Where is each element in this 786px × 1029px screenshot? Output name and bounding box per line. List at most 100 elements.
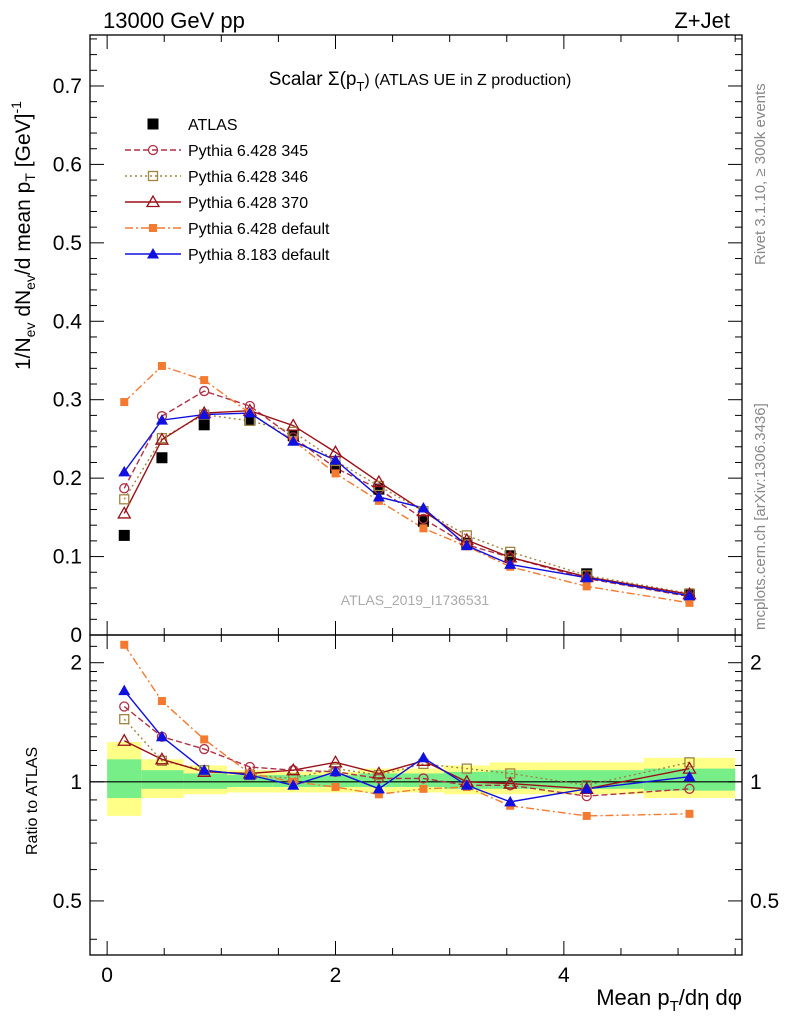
ratio-ytick-label-left-0: 0.5 — [53, 890, 82, 913]
main-ytick-label-3: 0.3 — [53, 389, 82, 412]
legend-marker-p370 — [145, 194, 161, 208]
main-point-atlas-7 — [417, 515, 429, 527]
ratio-point-p370-0 — [117, 733, 132, 746]
xtick-label-1: 2 — [330, 964, 342, 987]
main-point-p6def-5 — [331, 469, 340, 478]
main-point-p345-2 — [199, 385, 210, 397]
ratio-point-p8def-11 — [683, 770, 696, 782]
ratio-point-p6def-5 — [331, 783, 340, 792]
ratio-point-p6def-7 — [419, 784, 428, 793]
legend-marker-p8def — [147, 248, 159, 259]
ratio-point-p370-6 — [371, 766, 387, 779]
ratio-line-p370 — [123, 740, 690, 790]
process-label: Z+Jet — [674, 8, 730, 33]
energy-label: 13000 GeV pp — [103, 8, 245, 33]
legend-marker-atlas — [147, 118, 159, 130]
main-point-p8def-2 — [198, 408, 211, 420]
x-axis-title: Mean pT/dη dφ — [596, 985, 742, 1015]
main-point-p6def-11 — [685, 598, 694, 607]
ratio-point-p8def-7 — [417, 751, 430, 763]
main-point-p8def-4 — [287, 435, 300, 446]
main-point-p8def-11 — [683, 589, 696, 601]
main-point-p8def-3 — [243, 407, 256, 418]
main-ytick-label-7: 0.7 — [53, 75, 82, 98]
legend-label-p345: Pythia 6.428 345 — [188, 143, 308, 160]
legend: ATLAS Pythia 6.428 345 Pythia 6.428 346 Pyt… — [125, 117, 330, 264]
ratio-point-p6def-10 — [582, 811, 591, 820]
ratio-point-p346-0 — [119, 714, 130, 725]
main-point-p370-1 — [154, 432, 170, 445]
ratio-uncertainty-bands — [90, 742, 742, 816]
ratio-point-p8def-1 — [155, 730, 168, 742]
main-point-p6def-0 — [120, 398, 129, 407]
series-markers — [117, 361, 697, 820]
ratio-point-p6def-1 — [157, 697, 166, 706]
legend-label-p370: Pythia 6.428 370 — [188, 195, 308, 212]
ratio-y-axis-title: Ratio to ATLAS — [24, 747, 41, 855]
ratio-point-p346-8 — [461, 763, 472, 774]
ratio-point-p8def-0 — [118, 684, 131, 696]
ratio-point-p370-1 — [154, 751, 170, 765]
main-line-p370 — [123, 409, 690, 595]
main-title: Scalar Σ(pT) (ATLAS UE in Z production) — [269, 69, 572, 94]
ratio-ytick-label-right-1: 1 — [750, 771, 762, 794]
rivet-label: Rivet 3.1.10, ≥ 300k events — [752, 83, 769, 265]
main-y-axis-title: 1/Nev dNev/d mean pT [GeV]-1 — [8, 101, 38, 370]
ratio-point-p345-2 — [199, 743, 210, 755]
ratio-point-p370-4 — [286, 762, 301, 776]
xtick-label-0: 0 — [101, 964, 113, 987]
legend-marker-p345 — [147, 144, 159, 156]
main-point-p8def-1 — [155, 414, 168, 425]
main-ytick-label-6: 0.6 — [53, 153, 82, 176]
ratio-line-p6def — [123, 644, 690, 817]
legend-label-p6def: Pythia 6.428 default — [188, 221, 330, 238]
ratio-point-p8def-5 — [329, 765, 342, 777]
ratio-ytick-label-left-2: 2 — [70, 652, 82, 675]
main-point-p370-0 — [117, 506, 132, 519]
ratio-point-p6def-11 — [685, 809, 694, 818]
main-point-p345-0 — [119, 483, 130, 494]
main-ytick-label-0: 0 — [70, 624, 82, 647]
main-point-atlas-6 — [373, 483, 385, 495]
analysis-watermark: ATLAS_2019_I1736531 — [341, 592, 490, 608]
ratio-point-p8def-2 — [198, 764, 211, 775]
main-ytick-label-5: 0.5 — [53, 232, 82, 255]
main-point-p8def-7 — [417, 501, 430, 513]
ratio-point-p6def-2 — [200, 735, 209, 744]
main-point-p346-9 — [505, 546, 516, 558]
band-green-1 — [141, 770, 184, 789]
xtick-label-2: 4 — [558, 964, 570, 987]
ratio-line-p345 — [123, 705, 690, 797]
main-ytick-label-4: 0.4 — [53, 310, 83, 333]
ratio-point-p6def-0 — [120, 640, 129, 649]
main-point-atlas-1 — [156, 452, 168, 464]
ratio-point-p345-7 — [418, 773, 429, 784]
main-point-atlas-0 — [118, 529, 130, 541]
main-point-atlas-2 — [198, 419, 210, 431]
main-line-p8def — [123, 412, 690, 597]
series-lines — [123, 365, 690, 817]
ratio-point-p346-11 — [684, 757, 695, 768]
main-point-p8def-8 — [460, 539, 473, 551]
ratio-point-p8def-4 — [287, 779, 300, 790]
main-ytick-label-1: 0.1 — [53, 546, 82, 569]
band-green-3 — [227, 775, 273, 788]
ratio-line-p8def — [123, 690, 690, 803]
ratio-point-p8def-8 — [460, 779, 473, 790]
legend-marker-p6def — [149, 224, 157, 232]
ratio-ytick-label-left-1: 1 — [70, 771, 82, 794]
ratio-ytick-label-right-2: 2 — [750, 652, 762, 675]
band-green-7 — [401, 773, 444, 788]
legend-label-atlas: ATLAS — [188, 117, 238, 134]
main-point-p8def-10 — [580, 571, 593, 583]
main-point-p345-7 — [418, 513, 429, 525]
ratio-point-p370-9 — [503, 776, 518, 789]
legend-label-p8def: Pythia 8.183 default — [188, 247, 330, 264]
main-point-p6def-10 — [582, 582, 591, 591]
main-point-p370-4 — [286, 418, 301, 431]
ratio-point-p8def-9 — [504, 795, 517, 807]
main-point-p346-0 — [119, 494, 130, 505]
axes: 0 0.1 0.2 0.3 0.4 0.5 0.6 0.7 0 2 4 0.5 0.5 1 1 2 2 — [53, 34, 779, 987]
ratio-point-p8def-3 — [243, 769, 256, 780]
